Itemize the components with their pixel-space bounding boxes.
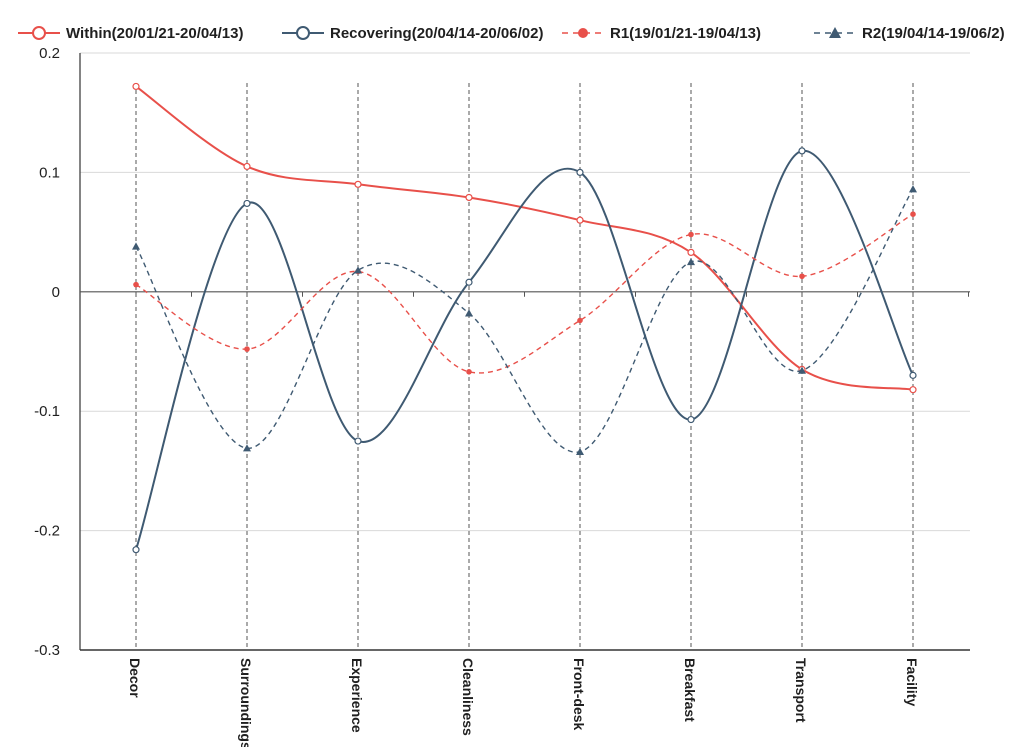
legend-item-r1-19-01-21-19-04-13: R1(19/01/21-19/04/13) — [562, 25, 761, 42]
x-tick-label-experience: Experience — [349, 658, 365, 733]
data-point — [466, 368, 472, 375]
data-point — [243, 444, 251, 452]
series-line — [135, 213, 914, 374]
legend: Within(20/01/21-20/04/13) Recovering(20/0… — [18, 25, 1005, 42]
data-point — [132, 82, 140, 91]
data-point — [576, 168, 584, 176]
data-point — [798, 366, 806, 374]
series-within-20-01-21-20-04-13 — [132, 82, 917, 394]
x-tick-label-transport: Transport — [793, 658, 809, 723]
legend-label: Within(20/01/21-20/04/13) — [66, 25, 243, 42]
legend-marker — [296, 26, 310, 40]
legend-marker — [829, 27, 841, 38]
series-r2-19-04-14-19-06-2 — [132, 185, 917, 455]
x-tick-label-front-desk: Front-desk — [571, 658, 587, 731]
legend-label: R2(19/04/14-19/06/2) — [862, 25, 1005, 42]
x-tick-label-facility: Facility — [904, 658, 920, 706]
data-point — [133, 281, 139, 288]
x-tick-label-surroundings: Surroundings — [238, 658, 254, 747]
legend-label: R1(19/01/21-19/04/13) — [610, 25, 761, 42]
data-point — [687, 248, 695, 256]
data-point — [243, 199, 251, 208]
y-tick-label: 0.1 — [39, 164, 60, 181]
axes — [79, 53, 970, 651]
y-tick-label: -0.1 — [34, 403, 60, 420]
data-point — [465, 278, 473, 286]
y-tick-labels: -0.3 -0.2 -0.1 0 0.1 0.2 — [34, 45, 60, 659]
y-tick-label: 0.2 — [39, 45, 60, 62]
grid-lines — [80, 52, 970, 532]
data-point — [132, 546, 140, 554]
legend-marker — [578, 28, 588, 38]
legend-item-within-20-01-21-20-04-13: Within(20/01/21-20/04/13) — [18, 25, 243, 42]
series-line — [135, 149, 914, 551]
series-line — [135, 85, 914, 391]
series-recovering-20-04-14-20-06-02 — [132, 147, 917, 554]
legend-item-r2-19-04-14-19-06-2: R2(19/04/14-19/06/2) — [814, 25, 1005, 42]
x-tick-labels: Decor Surroundings Experience Cleanliness Fr… — [127, 658, 920, 747]
y-tick-label: -0.2 — [34, 523, 60, 540]
data-point — [576, 216, 584, 224]
data-point — [909, 371, 917, 379]
x-tick-label-cleanliness: Cleanliness — [460, 658, 476, 736]
series-layer — [132, 82, 917, 554]
data-point — [354, 266, 362, 274]
data-point — [354, 437, 362, 445]
data-point — [909, 386, 917, 394]
data-point — [244, 346, 250, 352]
data-point — [465, 309, 473, 317]
data-point — [132, 242, 140, 250]
legend-item-recovering-20-04-14-20-06-02: Recovering(20/04/14-20/06/02) — [282, 25, 543, 42]
y-tick-label: 0 — [52, 284, 60, 301]
data-point — [576, 447, 584, 455]
y-tick-label: -0.3 — [34, 642, 60, 659]
legend-label: Recovering(20/04/14-20/06/02) — [330, 25, 543, 42]
data-point — [687, 257, 695, 266]
data-point — [910, 211, 916, 217]
series-line — [135, 188, 914, 453]
x-tick-label-decor: Decor — [127, 658, 143, 698]
data-point — [909, 185, 917, 193]
category-drop-lines — [135, 83, 914, 650]
data-point — [577, 317, 583, 324]
data-point — [688, 231, 694, 238]
data-point — [465, 193, 473, 202]
legend-marker — [32, 26, 46, 40]
data-point — [799, 273, 805, 280]
data-point — [798, 147, 806, 155]
data-point — [243, 162, 251, 171]
x-tick-label-breakfast: Breakfast — [682, 658, 698, 722]
data-point — [687, 415, 695, 424]
data-point — [354, 180, 362, 188]
